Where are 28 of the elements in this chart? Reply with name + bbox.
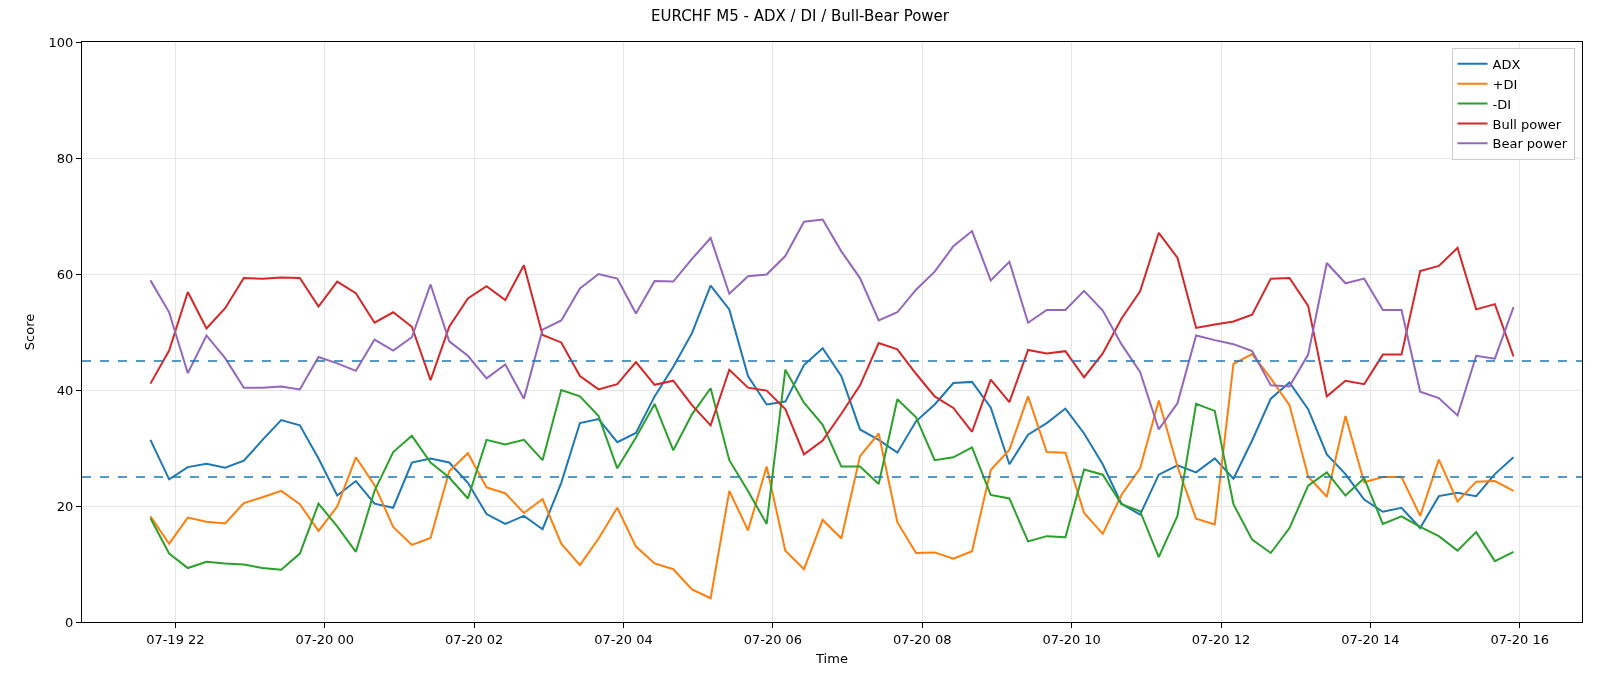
chart-title: EURCHF M5 - ADX / DI / Bull-Bear Power bbox=[651, 6, 950, 25]
line-series bbox=[149, 218, 1515, 431]
x-tick-label: 07-20 06 bbox=[743, 631, 803, 647]
x-tick-label: 07-20 12 bbox=[1191, 631, 1251, 647]
x-tick-label: 07-20 02 bbox=[444, 631, 504, 647]
y-tick-label: 60 bbox=[56, 266, 74, 282]
legend-label: +DI bbox=[1492, 76, 1518, 92]
x-tick-label: 07-20 14 bbox=[1341, 631, 1400, 647]
y-tick-label: 100 bbox=[48, 34, 74, 50]
y-tick-label: 40 bbox=[56, 382, 74, 398]
line-series bbox=[149, 368, 1515, 571]
y-tick-label: 20 bbox=[56, 498, 74, 514]
line-series bbox=[149, 231, 1515, 456]
x-tick-label: 07-19 22 bbox=[146, 631, 205, 647]
y-axis-title: Score bbox=[22, 313, 38, 351]
legend-label: -DI bbox=[1492, 96, 1512, 112]
legend-label: Bull power bbox=[1492, 116, 1562, 132]
y-tick-label: 80 bbox=[56, 150, 74, 166]
x-tick-label: 07-20 16 bbox=[1490, 631, 1549, 647]
line-series bbox=[149, 353, 1515, 600]
x-axis-title: Time bbox=[815, 651, 848, 667]
x-tick-label: 07-20 10 bbox=[1042, 631, 1101, 647]
legend-label: Bear power bbox=[1492, 136, 1568, 152]
y-tick-label: 0 bbox=[65, 614, 74, 630]
x-tick-label: 07-20 04 bbox=[594, 631, 653, 647]
x-tick-label: 07-20 08 bbox=[893, 631, 952, 647]
legend-label: ADX bbox=[1492, 56, 1521, 72]
x-tick-label: 07-20 00 bbox=[295, 631, 354, 647]
